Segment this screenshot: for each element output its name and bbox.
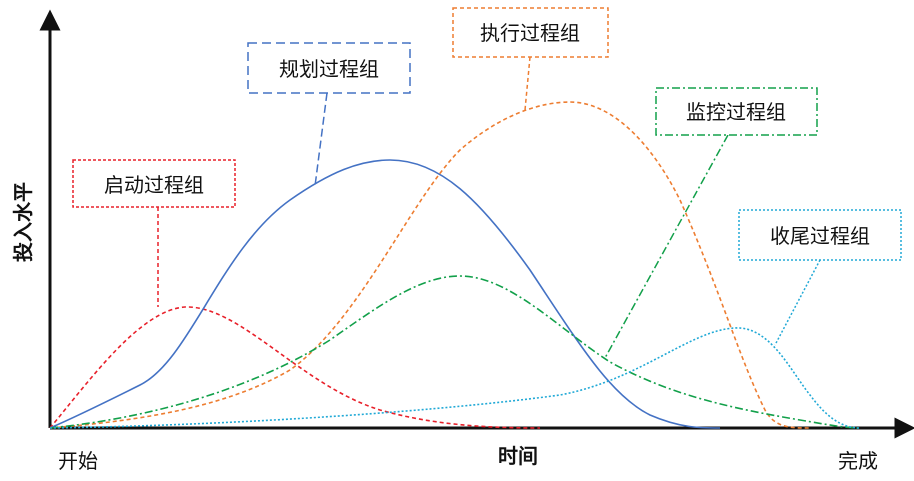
x-axis-end-label: 完成 bbox=[838, 449, 878, 473]
executing-label-box: 执行过程组 bbox=[452, 7, 609, 58]
monitoring-curve bbox=[49, 275, 861, 429]
x-axis-label: 时间 bbox=[498, 444, 538, 468]
executing-curve bbox=[49, 101, 811, 429]
planning-label-box: 规划过程组 bbox=[247, 42, 411, 94]
initiating-label: 启动过程组 bbox=[104, 173, 204, 197]
y-axis-label: 投入水平 bbox=[11, 182, 35, 262]
initiating-curve bbox=[49, 306, 541, 429]
executing-leader bbox=[524, 56, 531, 111]
planning-curve bbox=[49, 159, 721, 429]
closing-curve bbox=[49, 327, 861, 429]
monitoring-label: 监控过程组 bbox=[686, 100, 786, 124]
executing-label: 执行过程组 bbox=[480, 21, 580, 45]
monitoring-leader bbox=[604, 134, 729, 359]
closing-leader bbox=[774, 259, 821, 346]
closing-label-box: 收尾过程组 bbox=[738, 209, 902, 261]
x-axis-start-label: 开始 bbox=[58, 449, 98, 473]
planning-leader bbox=[314, 92, 328, 187]
initiating-label-box: 启动过程组 bbox=[72, 159, 236, 208]
closing-label: 收尾过程组 bbox=[770, 224, 870, 248]
planning-label: 规划过程组 bbox=[279, 57, 379, 81]
monitoring-label-box: 监控过程组 bbox=[655, 87, 818, 136]
